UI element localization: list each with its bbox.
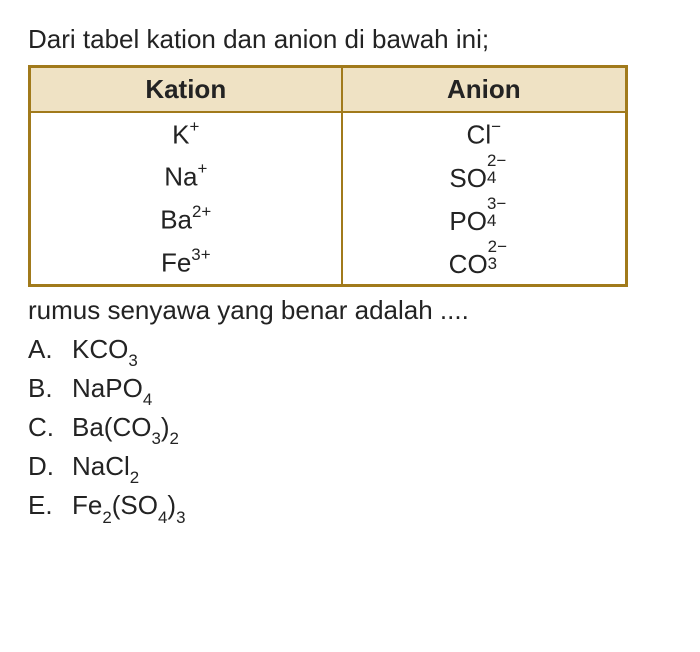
option-letter: E.: [28, 490, 72, 521]
header-kation: Kation: [30, 67, 342, 113]
option-e: E. Fe2(SO4)3: [28, 488, 672, 527]
seg: NaPO: [72, 373, 143, 403]
ion-base: SO: [449, 163, 487, 193]
seg: KCO: [72, 334, 128, 364]
table-row: Na+ SO2−4: [30, 155, 627, 198]
option-letter: A.: [28, 334, 72, 365]
option-b: B. NaPO4: [28, 371, 672, 410]
ion-sup: 3+: [191, 245, 210, 264]
cell-kation: Fe3+: [30, 241, 342, 286]
ion-sub: 4: [487, 168, 496, 188]
cell-kation: K+: [30, 112, 342, 155]
ion-base: Ba: [160, 205, 192, 235]
option-formula: Ba(CO3)2: [72, 412, 672, 447]
sub: 3: [176, 508, 185, 527]
ion-sup: +: [197, 159, 207, 178]
ion-base: Fe: [161, 248, 191, 278]
cell-anion: PO3−4: [342, 198, 627, 241]
seg: ): [167, 490, 176, 520]
seg: Fe: [72, 490, 102, 520]
cell-anion: Cl−: [342, 112, 627, 155]
option-formula: Fe2(SO4)3: [72, 490, 672, 525]
sub: 3: [151, 429, 160, 448]
option-formula: NaPO4: [72, 373, 672, 408]
answer-options: A. KCO3 B. NaPO4 C. Ba(CO3)2 D. NaCl2 E.…: [28, 332, 672, 528]
option-a: A. KCO3: [28, 332, 672, 371]
ion-table: Kation Anion K+ Cl− Na+ SO2−4 Ba2+: [28, 65, 628, 287]
sub: 4: [143, 390, 152, 409]
cell-kation: Na+: [30, 155, 342, 198]
seg: Ba(CO: [72, 412, 151, 442]
ion-base: PO: [449, 206, 487, 236]
seg: (SO: [112, 490, 158, 520]
cell-anion: SO2−4: [342, 155, 627, 198]
table-header-row: Kation Anion: [30, 67, 627, 113]
ion-base: K: [172, 120, 189, 150]
ion-base: CO: [449, 249, 488, 279]
seg: NaCl: [72, 451, 130, 481]
option-letter: D.: [28, 451, 72, 482]
sub: 2: [102, 508, 111, 527]
ion-base: Cl: [467, 120, 492, 150]
question-after: rumus senyawa yang benar adalah ....: [28, 295, 672, 326]
seg: ): [161, 412, 170, 442]
sub: 2: [130, 468, 139, 487]
option-letter: C.: [28, 412, 72, 443]
cell-kation: Ba2+: [30, 198, 342, 241]
table-row: K+ Cl−: [30, 112, 627, 155]
ion-sub: 3: [488, 254, 497, 274]
ion-sup: −: [491, 117, 501, 136]
sub: 2: [170, 429, 179, 448]
ion-sup: +: [190, 117, 200, 136]
option-formula: KCO3: [72, 334, 672, 369]
ion-stack: 3−4: [487, 204, 518, 230]
ion-stack: 2−3: [488, 247, 519, 273]
ion-stack: 2−4: [487, 161, 518, 187]
sub: 4: [158, 508, 167, 527]
option-formula: NaCl2: [72, 451, 672, 486]
header-anion: Anion: [342, 67, 627, 113]
cell-anion: CO2−3: [342, 241, 627, 286]
ion-sub: 4: [487, 211, 496, 231]
option-letter: B.: [28, 373, 72, 404]
table-row: Fe3+ CO2−3: [30, 241, 627, 286]
table-row: Ba2+ PO3−4: [30, 198, 627, 241]
option-d: D. NaCl2: [28, 449, 672, 488]
option-c: C. Ba(CO3)2: [28, 410, 672, 449]
ion-sup: 2+: [192, 202, 211, 221]
question-intro: Dari tabel kation dan anion di bawah ini…: [28, 24, 672, 55]
ion-base: Na: [164, 162, 197, 192]
sub: 3: [128, 351, 137, 370]
